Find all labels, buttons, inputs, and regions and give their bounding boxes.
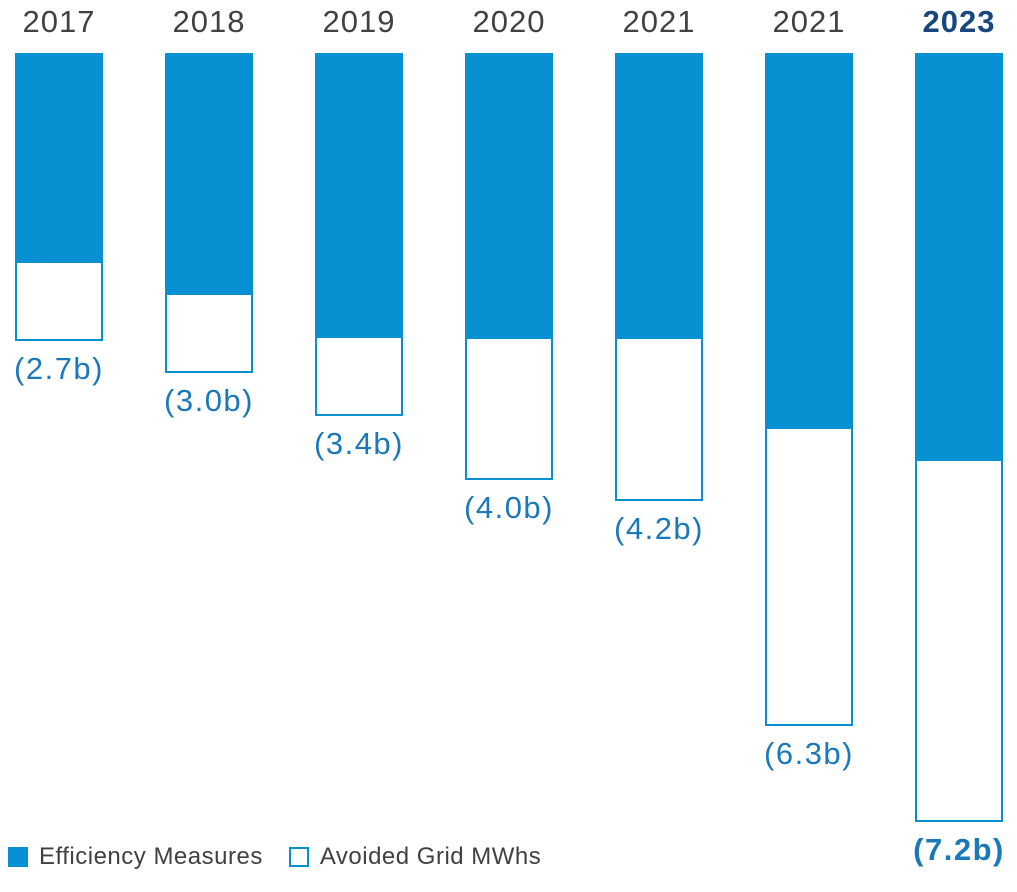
avoided-grid-mwhs-bar-segment bbox=[465, 337, 553, 480]
total-value-label: (7.2b) bbox=[913, 832, 1005, 867]
efficiency-measures-swatch-icon bbox=[8, 847, 28, 867]
efficiency-measures-bar-segment bbox=[165, 53, 253, 293]
legend-label-efficiency-measures: Efficiency Measures bbox=[39, 843, 263, 870]
bar-column-2017: 2017 (2.7b) bbox=[14, 0, 104, 387]
total-value-label: (3.0b) bbox=[164, 383, 254, 418]
total-value-label: (6.3b) bbox=[764, 736, 854, 771]
avoided-grid-mwhs-bar-segment bbox=[165, 293, 253, 373]
bar-column-2023: 2023 (7.2b) bbox=[913, 0, 1005, 868]
legend-item-efficiency-measures: Efficiency Measures bbox=[8, 843, 263, 871]
efficiency-measures-bar-segment bbox=[465, 53, 553, 337]
efficiency-measures-bar-segment bbox=[15, 53, 103, 261]
year-label: 2018 bbox=[172, 4, 246, 39]
total-value-label: (3.4b) bbox=[314, 426, 404, 461]
avoided-grid-mwhs-bar-segment bbox=[765, 427, 853, 726]
total-value-label: (4.2b) bbox=[614, 511, 704, 546]
efficiency-measures-bar-segment bbox=[615, 53, 703, 337]
efficiency-measures-bar-segment bbox=[915, 53, 1003, 459]
year-label: 2017 bbox=[22, 4, 96, 39]
bar-column-2021: 2021 (4.2b) bbox=[614, 0, 704, 547]
efficiency-measures-bar-segment bbox=[765, 53, 853, 427]
bar-column-2020: 2020 (4.0b) bbox=[464, 0, 554, 526]
legend-item-avoided-grid-mwhs: Avoided Grid MWhs bbox=[288, 843, 542, 871]
year-label: 2021 bbox=[622, 4, 696, 39]
avoided-grid-mwhs-bar-segment bbox=[615, 337, 703, 501]
avoided-grid-mwhs-bar-segment bbox=[915, 459, 1003, 822]
avoided-grid-mwhs-bar-segment bbox=[15, 261, 103, 341]
year-label: 2020 bbox=[472, 4, 546, 39]
efficiency-measures-bar-segment bbox=[315, 53, 403, 336]
total-value-label: (2.7b) bbox=[14, 351, 104, 386]
year-label: 2019 bbox=[322, 4, 396, 39]
avoided-grid-mwhs-bar-segment bbox=[315, 336, 403, 416]
bar-column-2018: 2018 (3.0b) bbox=[164, 0, 254, 419]
bar-column-2021: 2021 (6.3b) bbox=[764, 0, 854, 772]
year-label: 2021 bbox=[772, 4, 846, 39]
legend: Efficiency Measures Avoided Grid MWhs bbox=[8, 843, 541, 871]
bar-column-2019: 2019 (3.4b) bbox=[314, 0, 404, 462]
total-value-label: (4.0b) bbox=[464, 490, 554, 525]
year-label: 2023 bbox=[922, 4, 996, 39]
avoided-grid-mwhs-swatch-icon bbox=[288, 847, 309, 867]
legend-label-avoided-grid-mwhs: Avoided Grid MWhs bbox=[319, 843, 542, 870]
